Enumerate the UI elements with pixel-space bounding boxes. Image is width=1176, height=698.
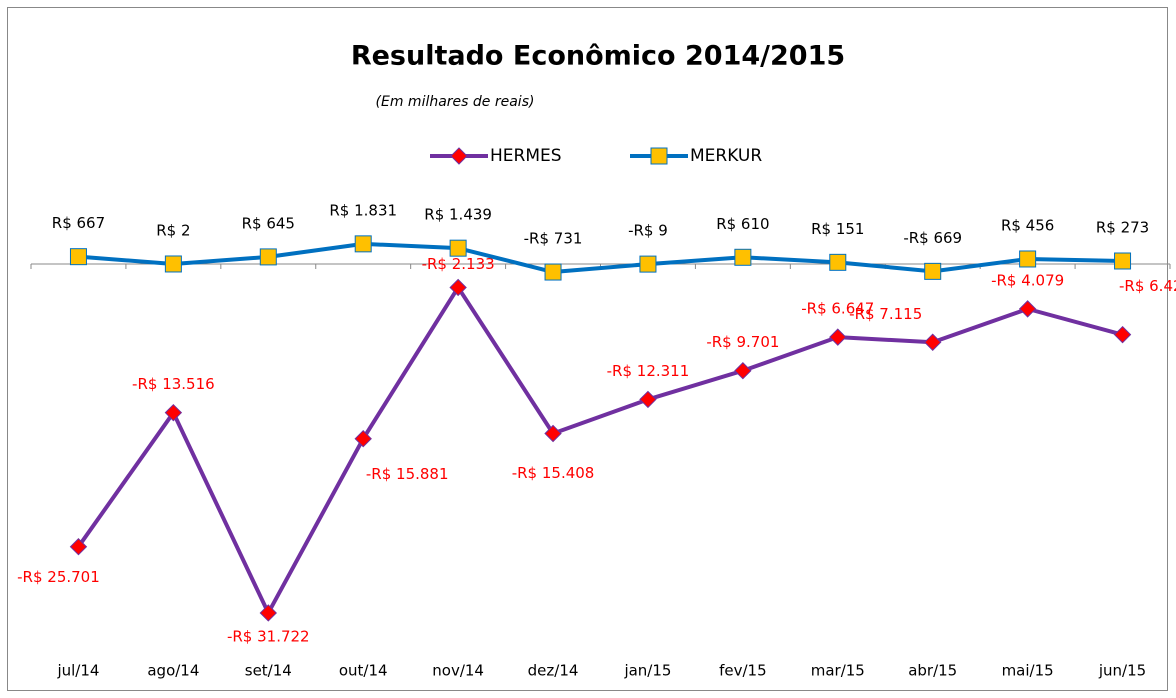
marker: [639, 390, 657, 409]
x-tick-label: jul/14: [56, 662, 99, 680]
marker: [1019, 250, 1037, 268]
x-tick-label: jun/15: [1098, 662, 1146, 680]
data-label: -R$ 31.722: [227, 627, 310, 645]
data-label: -R$ 15.408: [512, 464, 595, 482]
marker: [639, 255, 657, 273]
legend-marker: [650, 147, 668, 165]
data-label: R$ 1.831: [329, 201, 397, 219]
chart-border: [7, 7, 1168, 691]
marker: [69, 538, 88, 556]
marker: [69, 248, 87, 266]
data-label: -R$ 9.701: [706, 333, 779, 351]
data-label: -R$ 6.647: [801, 300, 874, 318]
marker: [164, 255, 182, 273]
x-tick-label: nov/14: [432, 662, 484, 680]
marker: [734, 362, 752, 380]
data-label: R$ 273: [1096, 218, 1149, 236]
legend-label: MERKUR: [690, 146, 762, 166]
x-tick-label: mai/15: [1002, 662, 1054, 680]
x-tick-label: dez/14: [528, 662, 579, 680]
x-tick-label: set/14: [245, 662, 292, 680]
marker: [829, 253, 847, 271]
x-tick-label: mar/15: [811, 662, 865, 680]
data-label: -R$ 15.881: [366, 465, 449, 483]
data-label: R$ 610: [716, 215, 769, 233]
legend-marker: [450, 147, 468, 165]
marker: [1114, 252, 1132, 270]
x-tick-label: fev/15: [719, 662, 767, 680]
marker: [259, 248, 277, 266]
data-label: R$ 151: [811, 220, 864, 238]
data-label: -R$ 731: [524, 230, 583, 248]
marker: [449, 278, 467, 297]
data-label: -R$ 2.133: [422, 255, 495, 273]
series-line: [76, 285, 1124, 615]
data-label: R$ 645: [242, 214, 295, 232]
marker: [544, 424, 562, 443]
series-line: [78, 241, 1123, 275]
data-label: R$ 667: [52, 214, 105, 232]
data-label: -R$ 6.423: [1119, 277, 1176, 295]
marker: [259, 604, 277, 622]
data-label: -R$ 669: [903, 229, 962, 247]
marker: [924, 333, 942, 351]
marker: [734, 248, 752, 266]
data-label: -R$ 4.079: [991, 271, 1064, 289]
chart-title: Resultado Econômico 2014/2015: [351, 41, 845, 72]
marker: [164, 403, 183, 422]
x-tick-label: out/14: [339, 662, 388, 680]
marker: [829, 328, 847, 346]
data-label: R$ 2: [156, 221, 190, 239]
data-label: -R$ 13.516: [132, 375, 215, 393]
marker: [449, 239, 467, 257]
marker: [354, 429, 372, 448]
marker: [354, 235, 372, 253]
data-label: R$ 456: [1001, 216, 1054, 234]
x-tick-label: abr/15: [908, 662, 957, 680]
data-label: -R$ 12.311: [607, 362, 690, 380]
x-tick-label: ago/14: [147, 662, 199, 680]
marker: [1018, 300, 1037, 318]
data-label: -R$ 9: [628, 222, 668, 240]
data-label: R$ 1.439: [424, 206, 492, 224]
marker: [924, 262, 942, 280]
data-label: -R$ 25.701: [17, 568, 100, 586]
data-label: -R$ 7.115: [849, 305, 922, 323]
marker: [544, 263, 562, 281]
x-tick-label: jan/15: [623, 662, 671, 680]
chart-subtitle: (Em milhares de reais): [376, 94, 535, 110]
legend-label: HERMES: [490, 146, 562, 166]
marker: [1113, 325, 1132, 344]
